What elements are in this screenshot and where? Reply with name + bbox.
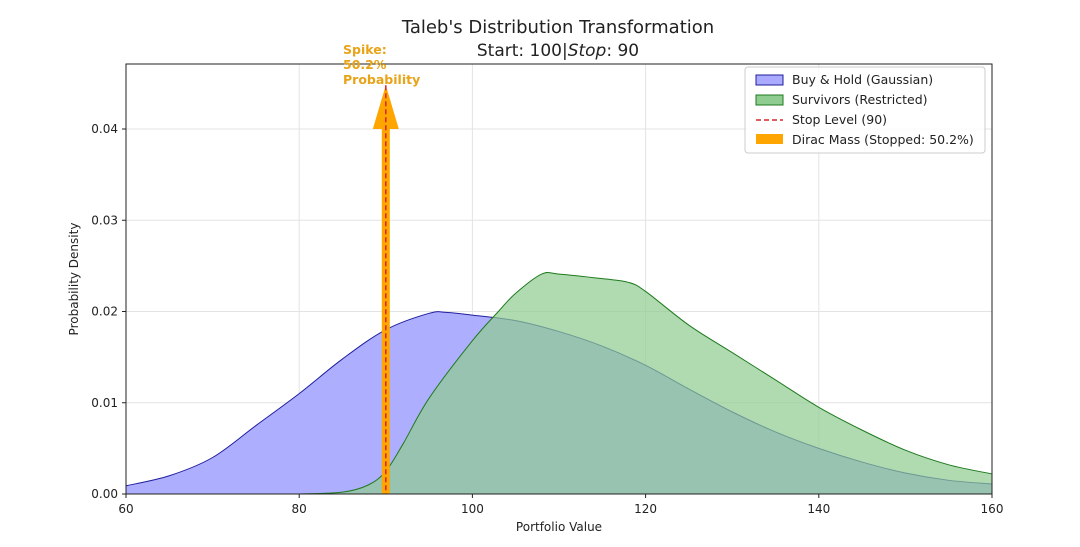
x-tick-label: 80 bbox=[292, 502, 307, 516]
plot-frame bbox=[125, 63, 993, 495]
legend-label: Buy & Hold (Gaussian) bbox=[792, 72, 933, 87]
annotation-line: Spike: bbox=[343, 42, 387, 57]
y-tick-label: 0.00 bbox=[91, 487, 118, 501]
legend-label: Dirac Mass (Stopped: 50.2%) bbox=[792, 132, 974, 147]
legend-label: Stop Level (90) bbox=[792, 112, 887, 127]
x-tick-label: 60 bbox=[118, 502, 133, 516]
legend-swatch-dirac bbox=[756, 134, 783, 144]
line-survivors bbox=[299, 271, 993, 495]
chart-subtitle: Start: 100|Stop: 90 bbox=[477, 41, 639, 61]
legend-swatch-buy-hold bbox=[755, 74, 784, 86]
area-survivors bbox=[299, 272, 992, 494]
annotation: Spike: 50.2% Probability bbox=[343, 42, 420, 87]
x-tick-label: 120 bbox=[634, 502, 657, 516]
legend-swatch-survivors bbox=[755, 94, 784, 106]
dirac-mass bbox=[372, 85, 399, 494]
x-tick-label: 100 bbox=[461, 502, 484, 516]
dirac-arrowhead bbox=[372, 85, 399, 129]
x-axis-label: Portfolio Value bbox=[516, 520, 602, 534]
annotation-line: Probability bbox=[343, 72, 420, 87]
y-tick-label: 0.04 bbox=[91, 122, 118, 136]
y-axis-label: Probability Density bbox=[67, 223, 81, 336]
legend: Buy & Hold (Gaussian) Survivors (Restric… bbox=[744, 66, 986, 154]
x-tick-label: 160 bbox=[981, 502, 1004, 516]
annotation-line: 50.2% bbox=[343, 57, 387, 72]
ticks: 60 80 100 120 140 160 0.00 0.01 0.02 0.03 0.04 bbox=[91, 122, 1003, 516]
y-tick-label: 0.03 bbox=[91, 213, 118, 227]
y-tick-label: 0.01 bbox=[91, 396, 118, 410]
legend-label: Survivors (Restricted) bbox=[792, 92, 928, 107]
density-areas bbox=[125, 271, 993, 495]
y-tick-label: 0.02 bbox=[91, 305, 118, 319]
x-tick-label: 140 bbox=[807, 502, 830, 516]
chart-title: Taleb's Distribution Transformation bbox=[401, 17, 714, 38]
